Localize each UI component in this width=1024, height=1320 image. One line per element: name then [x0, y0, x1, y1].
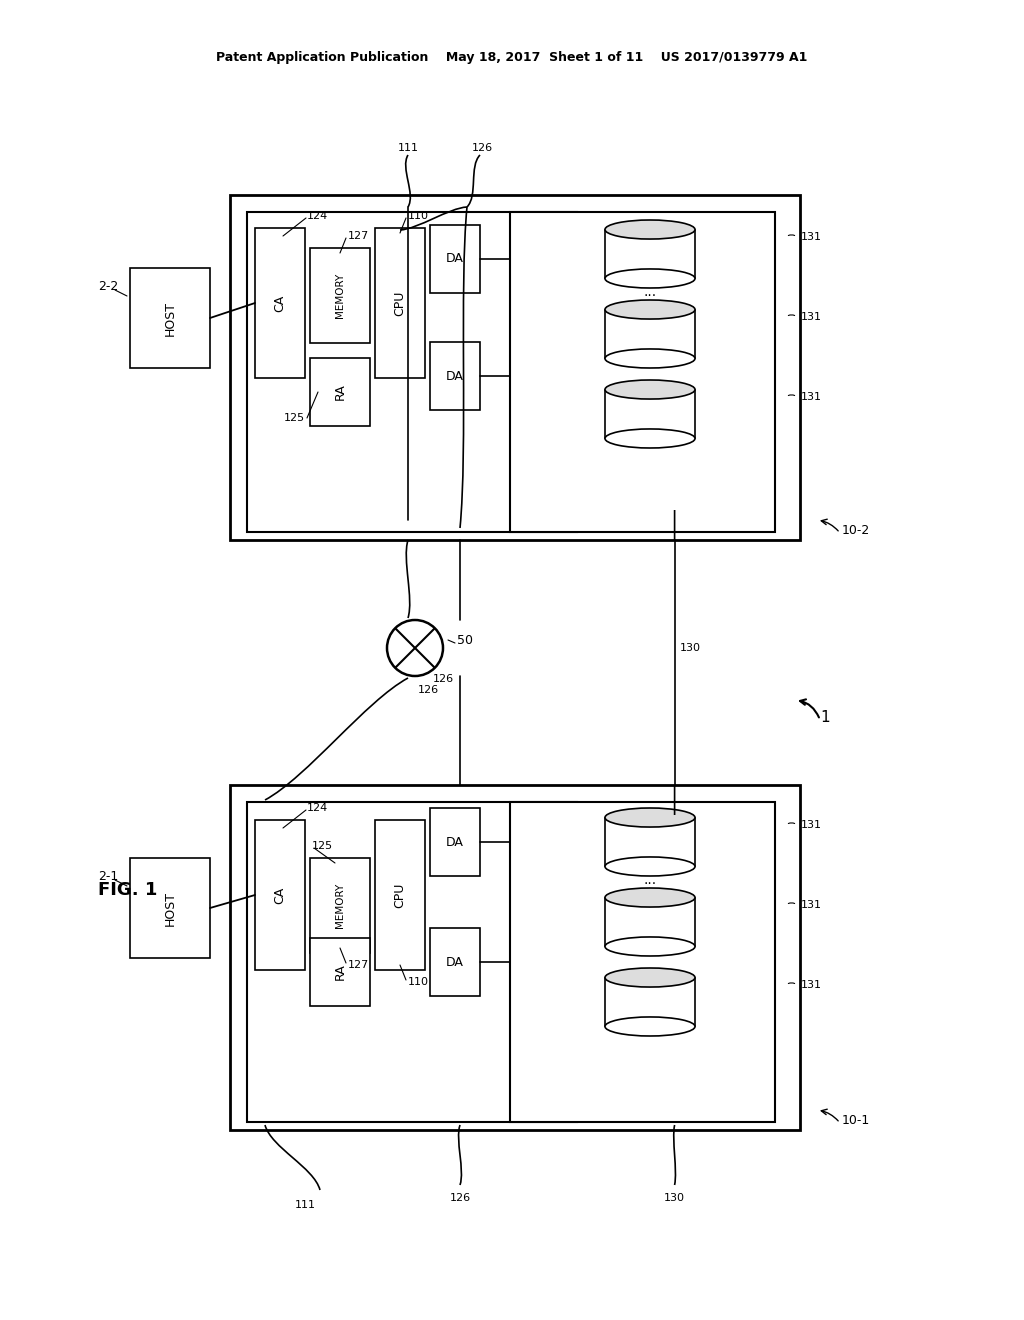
Ellipse shape: [605, 380, 695, 399]
Text: 2-2: 2-2: [98, 280, 118, 293]
Bar: [510, 803, 775, 1122]
Text: 125: 125: [284, 413, 305, 422]
Text: 126: 126: [418, 685, 439, 696]
Ellipse shape: [605, 269, 695, 288]
Text: HOST: HOST: [164, 891, 176, 925]
Bar: [510, 213, 775, 532]
Text: FIG. 1: FIG. 1: [98, 880, 158, 899]
Text: 131: 131: [801, 392, 822, 403]
Text: HOST: HOST: [164, 301, 176, 335]
Text: DA: DA: [446, 956, 464, 969]
Ellipse shape: [605, 808, 695, 828]
Bar: [430, 342, 480, 411]
Text: CPU: CPU: [393, 882, 407, 908]
Bar: [375, 228, 425, 378]
Text: 131: 131: [801, 820, 822, 830]
Text: MEMORY: MEMORY: [335, 883, 345, 928]
Text: RA: RA: [334, 384, 346, 400]
Bar: [605, 898, 695, 946]
Bar: [255, 228, 305, 378]
Bar: [605, 817, 695, 866]
Text: 126: 126: [471, 143, 493, 153]
Text: 130: 130: [665, 1193, 685, 1203]
Text: 126: 126: [450, 1193, 471, 1203]
Text: 111: 111: [295, 1200, 315, 1210]
Text: 124: 124: [307, 803, 329, 813]
Bar: [230, 785, 800, 1130]
Bar: [255, 820, 305, 970]
Text: 131: 131: [801, 979, 822, 990]
Ellipse shape: [605, 968, 695, 987]
Ellipse shape: [605, 888, 695, 907]
Text: DA: DA: [446, 836, 464, 849]
Bar: [310, 858, 370, 953]
Ellipse shape: [605, 937, 695, 956]
Bar: [310, 939, 370, 1006]
Text: 131: 131: [801, 312, 822, 322]
Bar: [310, 358, 370, 426]
Bar: [605, 230, 695, 279]
Ellipse shape: [605, 348, 695, 368]
Ellipse shape: [605, 220, 695, 239]
Bar: [430, 928, 480, 997]
Bar: [605, 389, 695, 438]
Text: ...: ...: [643, 285, 656, 300]
Text: 127: 127: [348, 231, 370, 242]
Bar: [230, 195, 800, 540]
Text: RA: RA: [334, 964, 346, 981]
Ellipse shape: [605, 1016, 695, 1036]
Text: 1: 1: [820, 710, 829, 726]
Text: ...: ...: [643, 873, 656, 887]
Bar: [130, 858, 210, 958]
Text: 111: 111: [397, 143, 419, 153]
Text: 127: 127: [348, 960, 370, 970]
Text: 125: 125: [312, 841, 333, 851]
Bar: [605, 309, 695, 359]
Text: Patent Application Publication    May 18, 2017  Sheet 1 of 11    US 2017/0139779: Patent Application Publication May 18, 2…: [216, 51, 808, 65]
Bar: [130, 268, 210, 368]
Text: 126: 126: [433, 675, 454, 684]
Text: MEMORY: MEMORY: [335, 273, 345, 318]
Ellipse shape: [605, 429, 695, 447]
Text: 131: 131: [801, 900, 822, 909]
Text: CA: CA: [273, 294, 287, 312]
Bar: [247, 213, 577, 532]
Text: 130: 130: [680, 643, 700, 653]
Text: 10-2: 10-2: [842, 524, 870, 536]
Text: CA: CA: [273, 886, 287, 904]
Ellipse shape: [605, 857, 695, 876]
Text: 124: 124: [307, 211, 329, 220]
Text: 110: 110: [408, 211, 429, 220]
Bar: [430, 224, 480, 293]
Text: DA: DA: [446, 252, 464, 265]
Text: 110: 110: [408, 977, 429, 987]
Text: DA: DA: [446, 370, 464, 383]
Text: 2-1: 2-1: [98, 870, 118, 883]
Text: 10-1: 10-1: [842, 1114, 870, 1126]
Bar: [605, 978, 695, 1027]
Ellipse shape: [605, 300, 695, 319]
Bar: [375, 820, 425, 970]
Bar: [247, 803, 577, 1122]
Text: CPU: CPU: [393, 290, 407, 315]
Text: 50: 50: [457, 634, 473, 647]
Bar: [430, 808, 480, 876]
Bar: [310, 248, 370, 343]
Text: 131: 131: [801, 232, 822, 242]
